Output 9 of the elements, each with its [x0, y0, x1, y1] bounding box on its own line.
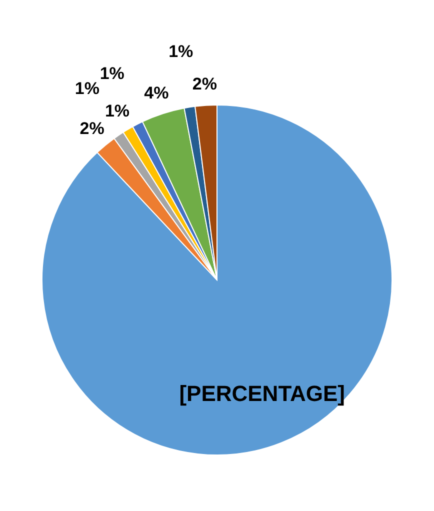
data-label: 1% [168, 42, 194, 61]
data-label: 1% [104, 101, 130, 120]
data-label: 1% [100, 64, 124, 84]
data-label: 2% [80, 118, 104, 138]
pie-slice [42, 104, 392, 456]
data-label: 4% [144, 84, 169, 103]
data-label: 1% [74, 78, 100, 98]
data-label: 2% [192, 74, 217, 94]
data-label: [PERCENTAGE] [179, 380, 346, 406]
